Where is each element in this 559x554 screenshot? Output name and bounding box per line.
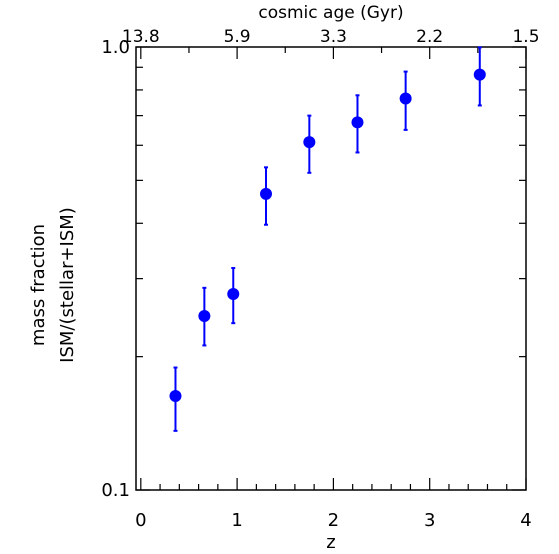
data-marker [473,68,486,81]
data-point [399,70,412,131]
top-tick-label: 2.2 [416,27,443,47]
x-axis-label: z [326,532,335,553]
x-tick-label: 2 [328,510,339,531]
data-points [169,46,486,432]
y-axis-label-line-1: mass fraction [28,224,49,346]
top-tick-label: 3.3 [320,27,347,47]
x-tick-label: 3 [424,510,435,531]
data-point [303,114,316,174]
y-tick-label: 1.0 [101,37,130,58]
data-marker [227,287,240,300]
data-marker [399,92,412,105]
data-marker [198,310,211,323]
labels: z cosmic age (Gyr) mass fraction ISM/(st… [28,3,404,553]
y-tick-label: 0.1 [101,480,130,501]
data-point [473,46,486,107]
axes [135,46,527,491]
data-marker [260,187,272,200]
data-marker [351,116,364,129]
data-point [260,166,272,226]
plot-frame [135,46,527,491]
top-tick-label: 5.9 [224,27,251,47]
data-point [169,366,182,432]
top-tick-label: 1.5 [512,27,539,47]
ticks: 0 1 2 3 4 13.8 5.9 3.3 2.2 1.5 0.1 1.0 [101,27,539,531]
top-tick-label: 13.8 [122,27,160,47]
y-axis-label-line-2: ISM/(stellar+ISM) [57,207,78,363]
data-point [351,94,364,154]
x-tick-label: 4 [520,510,531,531]
data-marker [303,136,316,149]
x-tick-label: 0 [135,510,146,531]
data-point [227,267,240,325]
data-point [198,286,211,347]
x-tick-label: 1 [231,510,242,531]
data-marker [169,390,182,403]
top-axis-label: cosmic age (Gyr) [258,3,403,23]
